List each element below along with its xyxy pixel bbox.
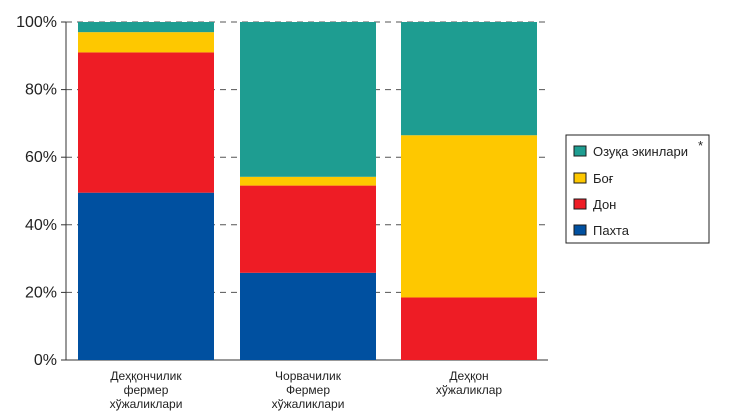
y-tick-label: 0% xyxy=(34,352,57,369)
bar-segment xyxy=(78,192,214,360)
legend-label: Озуқа экинлари xyxy=(593,144,688,159)
bar-segment xyxy=(78,52,214,193)
legend-label: Боғ xyxy=(593,171,614,186)
bar-segment xyxy=(78,32,214,53)
legend-label: Дон xyxy=(593,197,616,212)
y-tick-label: 20% xyxy=(25,284,57,301)
y-tick-label: 100% xyxy=(16,14,57,31)
y-tick-label: 80% xyxy=(25,82,57,99)
bar-segment xyxy=(401,135,537,298)
x-tick-label: Деҳқончилик фермер хўжаликлари xyxy=(110,369,183,411)
bar-segment xyxy=(240,272,376,360)
legend-swatch xyxy=(573,145,587,157)
bar-segment xyxy=(240,176,376,186)
x-tick-labels: Деҳқончилик фермер хўжаликлари Чорвачилик Фе… xyxy=(110,369,503,411)
x-tick-label: Чорвачилик Фермер хўжаликлари xyxy=(272,369,345,411)
legend-swatch xyxy=(573,224,587,236)
bar-segment xyxy=(240,22,376,177)
y-tick-label: 60% xyxy=(25,149,57,166)
bar-segment xyxy=(240,185,376,273)
x-tick-label: Деҳқон хўжаликлар xyxy=(436,369,502,397)
bars xyxy=(78,22,537,360)
bar-segment xyxy=(78,22,214,33)
legend: Озуқа экинлари * Боғ Дон Пахта xyxy=(565,134,710,244)
legend-box xyxy=(565,134,710,244)
y-tick-label: 40% xyxy=(25,217,57,234)
legend-footnote-marker: * xyxy=(698,138,703,153)
bar-segment xyxy=(401,22,537,136)
bar-segment xyxy=(401,297,537,360)
y-tick-labels: 0% 20% 40% 60% 80% 100% xyxy=(16,14,57,369)
legend-swatch xyxy=(573,172,587,184)
legend-label: Пахта xyxy=(593,223,630,238)
legend-swatch xyxy=(573,198,587,210)
